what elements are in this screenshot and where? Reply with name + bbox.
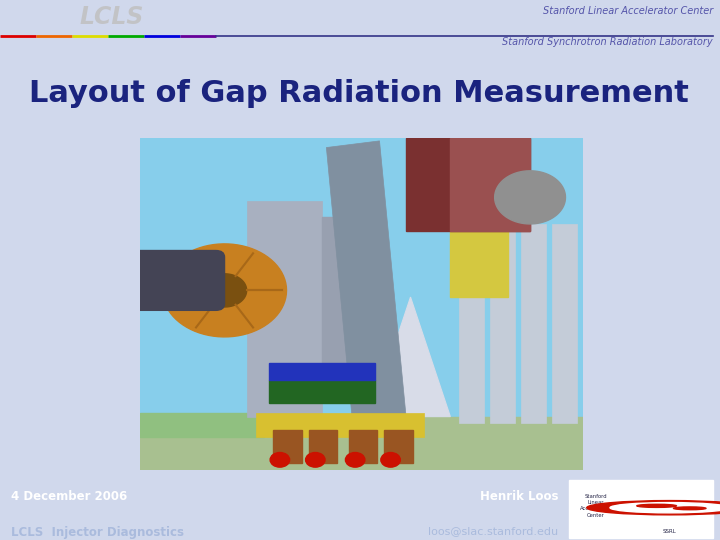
Bar: [459, 224, 484, 423]
Bar: [521, 224, 546, 423]
Text: Stanford
Linear
Accelerator
Center: Stanford Linear Accelerator Center: [580, 494, 611, 518]
Circle shape: [270, 453, 289, 467]
Bar: [274, 430, 302, 463]
FancyBboxPatch shape: [118, 251, 225, 310]
Circle shape: [381, 453, 400, 467]
Bar: [140, 417, 583, 470]
Bar: [256, 413, 424, 436]
Text: 4 December 2006: 4 December 2006: [11, 490, 127, 503]
Text: Henrik Loos: Henrik Loos: [480, 490, 558, 503]
Bar: [309, 430, 338, 463]
Text: loos@slac.stanford.edu: loos@slac.stanford.edu: [428, 526, 558, 536]
Text: LCLS: LCLS: [79, 5, 144, 29]
Bar: [451, 171, 508, 297]
Bar: [451, 138, 530, 231]
Bar: [247, 201, 322, 417]
Bar: [406, 138, 530, 231]
Bar: [552, 224, 577, 423]
Text: Stanford Linear Accelerator Center: Stanford Linear Accelerator Center: [543, 6, 713, 16]
Circle shape: [305, 453, 325, 467]
Bar: [569, 481, 713, 537]
Text: SSRL: SSRL: [662, 529, 677, 534]
Polygon shape: [326, 141, 406, 427]
Text: Stanford Synchrotron Radiation Laboratory: Stanford Synchrotron Radiation Laborator…: [502, 37, 713, 47]
Polygon shape: [495, 171, 565, 224]
Bar: [348, 430, 377, 463]
Circle shape: [610, 503, 720, 513]
Bar: [384, 430, 413, 463]
Bar: [140, 413, 264, 436]
Polygon shape: [202, 274, 247, 307]
Polygon shape: [163, 244, 287, 337]
Circle shape: [587, 501, 720, 515]
Circle shape: [346, 453, 365, 467]
Bar: [322, 217, 379, 390]
Polygon shape: [371, 297, 451, 417]
Bar: [490, 224, 515, 423]
Ellipse shape: [674, 507, 706, 510]
Text: Layout of Gap Radiation Measurement: Layout of Gap Radiation Measurement: [29, 79, 688, 108]
Ellipse shape: [637, 504, 677, 508]
Bar: [269, 380, 375, 403]
Text: LCLS  Injector Diagnostics: LCLS Injector Diagnostics: [11, 526, 184, 539]
Bar: [269, 363, 375, 380]
